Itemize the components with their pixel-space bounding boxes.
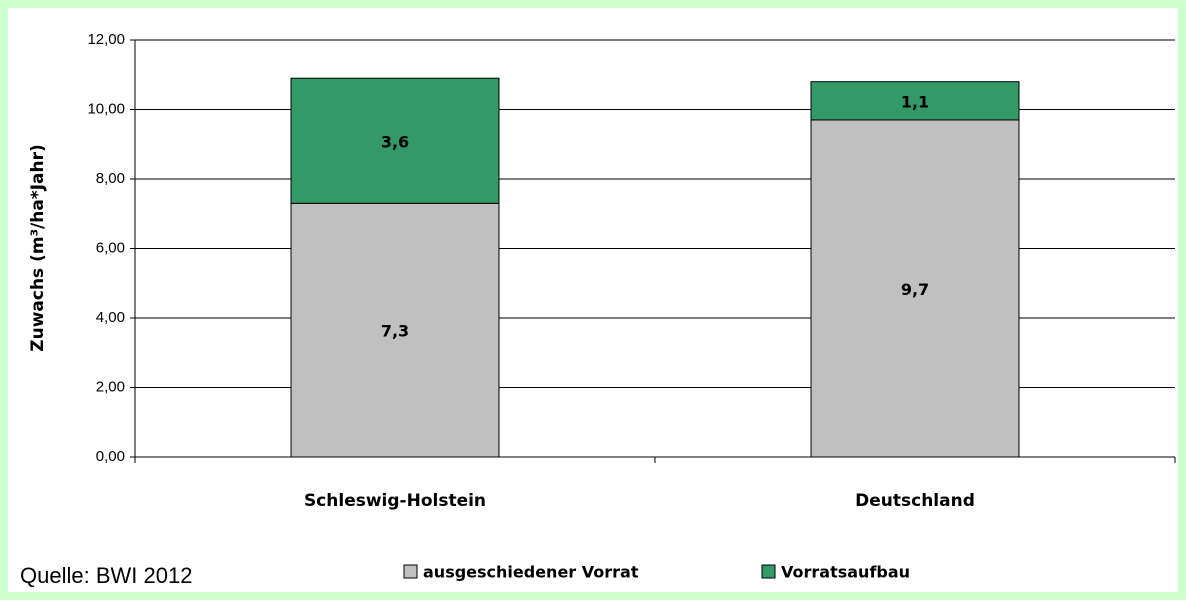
y-axis-title: Zuwachs (m³/ha*Jahr) xyxy=(28,144,48,351)
y-tick-label: 10,00 xyxy=(87,100,125,117)
legend-swatch xyxy=(761,564,776,579)
y-tick-label: 0,00 xyxy=(96,448,125,465)
x-tick-label: Schleswig-Holstein xyxy=(304,491,486,511)
x-tick-label: Deutschland xyxy=(855,491,975,511)
y-tick-label: 4,00 xyxy=(96,309,125,326)
bar-segment xyxy=(290,77,500,204)
bar-segment xyxy=(810,81,1020,121)
y-tick-label: 8,00 xyxy=(96,170,125,187)
value-label: 1,1 xyxy=(901,92,929,111)
value-label: 7,3 xyxy=(381,322,409,341)
y-tick-label: 12,00 xyxy=(87,31,125,48)
value-label: 9,7 xyxy=(901,280,929,299)
value-label: 3,6 xyxy=(381,132,409,151)
legend-swatch xyxy=(403,564,418,579)
y-tick-label: 6,00 xyxy=(96,239,125,256)
source: Quelle: BWI 2012 xyxy=(20,563,192,588)
legend-label: Vorratsaufbau xyxy=(781,563,910,582)
y-tick-label: 2,00 xyxy=(96,378,125,395)
bar-segment xyxy=(810,119,1020,458)
legend-label: ausgeschiedener Vorrat xyxy=(423,563,639,582)
